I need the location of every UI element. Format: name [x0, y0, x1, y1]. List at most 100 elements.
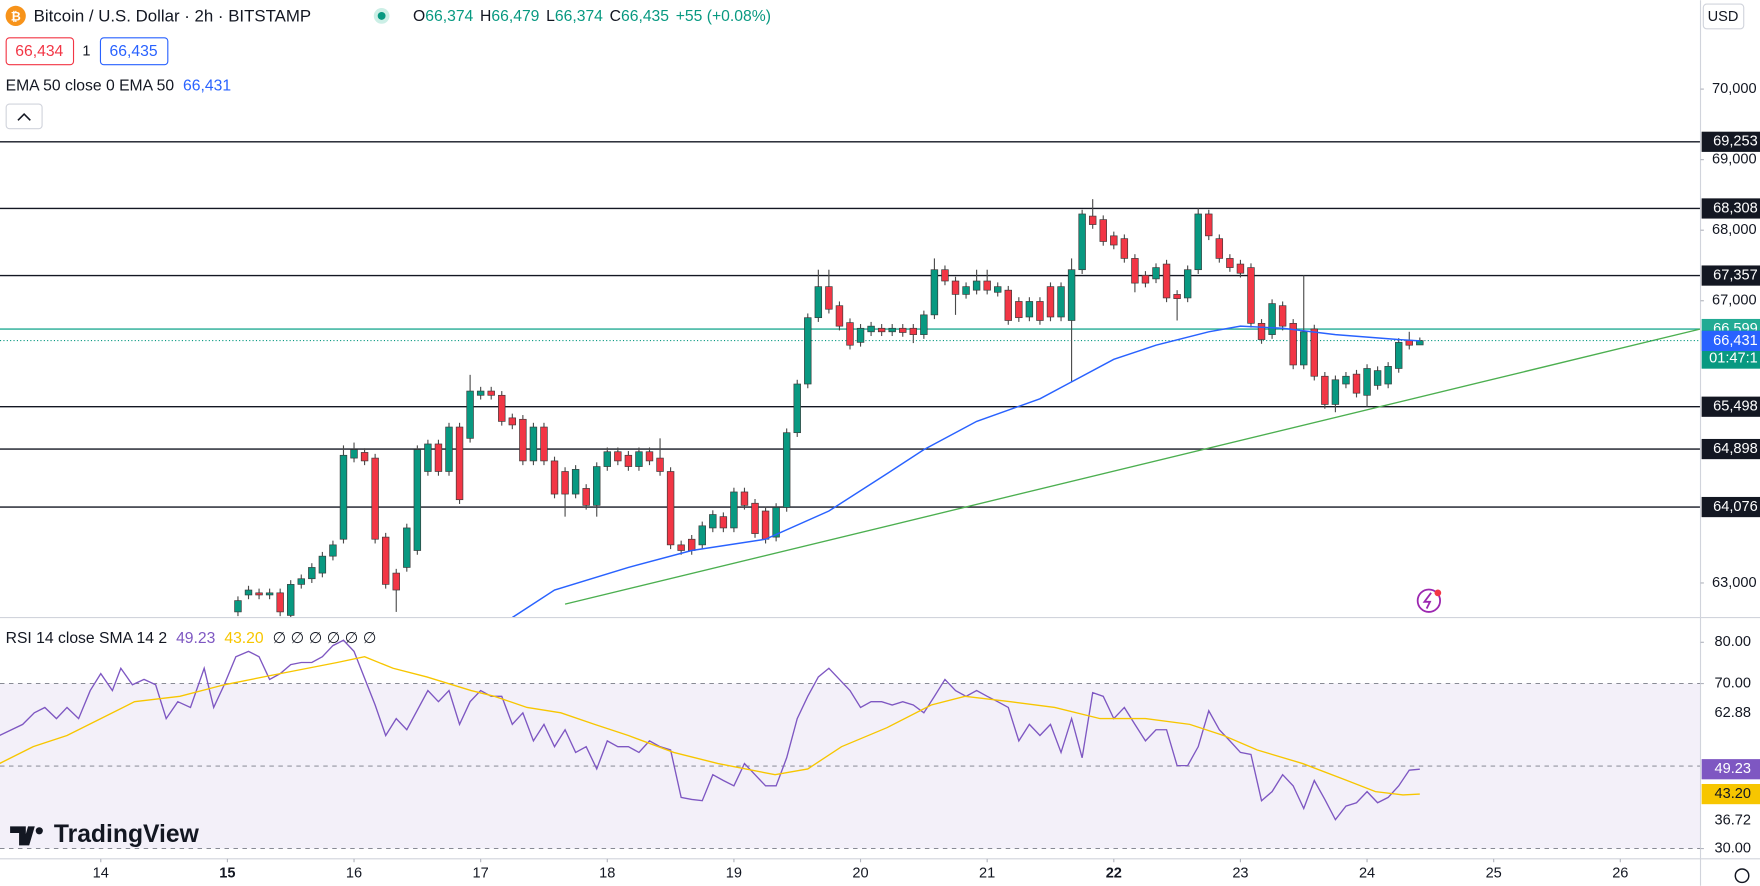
sell-button[interactable]: [5, 37, 75, 66]
news-bolt: [1422, 592, 1432, 609]
candle-body: [677, 544, 685, 551]
rsi-badge: [1701, 759, 1760, 780]
settings-icon[interactable]: [1734, 868, 1750, 884]
candle-body: [550, 460, 559, 495]
rsi-line: [0, 639, 1420, 821]
candle-body: [508, 417, 517, 426]
currency-button[interactable]: [1702, 3, 1745, 30]
candle-body: [234, 600, 242, 613]
candle-body: [318, 555, 327, 574]
level-badge-label: 67,357: [1713, 267, 1758, 283]
ema-badge: [1701, 330, 1760, 352]
candle-body: [624, 454, 633, 467]
symbol-title: Bitcoin / U.S. Dollar · 2h · BITSTAMP: [34, 6, 311, 25]
x-tick-label: 19: [726, 865, 742, 881]
ohlc-value: 66,435: [621, 8, 669, 25]
rsi-y-tick-label: 30.00: [1715, 840, 1751, 856]
rsi-y-tick-label: 80.00: [1715, 634, 1751, 650]
candle-body: [867, 325, 875, 333]
collapse-button[interactable]: [5, 103, 43, 130]
price-pane: [0, 141, 1701, 618]
candle-body: [666, 471, 675, 546]
candle-body: [1088, 215, 1097, 225]
ema-legend: EMA 50 close 0 EMA 50 66,431: [6, 78, 231, 95]
y-tick-label: 70,000: [1712, 81, 1757, 97]
candle-body: [1025, 301, 1034, 318]
candle-body: [1078, 213, 1086, 271]
ohlc-change: +55 (+0.08%): [676, 8, 771, 25]
news-badge: [1434, 589, 1442, 597]
y-tick-label: 63,000: [1712, 575, 1757, 591]
level-badge-label: 64,076: [1713, 499, 1758, 515]
rsi-pane: [0, 639, 1701, 850]
candle-body: [540, 426, 548, 462]
candle-body: [1236, 263, 1245, 274]
candle-body: [1120, 238, 1129, 259]
news-icon[interactable]: [1416, 588, 1441, 613]
level-badge: [1701, 438, 1760, 460]
candle-body: [593, 466, 601, 506]
candle-body: [529, 426, 538, 462]
candle-body: [1289, 322, 1297, 366]
candle-body: [1004, 289, 1012, 321]
candle-body: [772, 507, 780, 538]
bid-price: 66,434: [15, 43, 63, 60]
x-tick-label: 24: [1359, 865, 1375, 881]
x-tick-label: 26: [1612, 865, 1628, 881]
candle-body: [951, 280, 960, 295]
rsi-y-tick-label: 70.00: [1715, 675, 1751, 691]
rsi-badge-label: 43.20: [1715, 786, 1751, 802]
spread: 1: [82, 44, 90, 60]
x-tick-label: 20: [852, 865, 868, 881]
candle-body: [1257, 322, 1266, 340]
candle-body: [920, 314, 928, 335]
candle-body: [1331, 379, 1340, 405]
candle-body: [1057, 286, 1065, 318]
candle-body: [909, 327, 918, 335]
candle-body: [730, 491, 738, 529]
candle-body: [1215, 238, 1224, 259]
candle-body: [1099, 219, 1107, 242]
candle-body: [709, 514, 717, 529]
ask-price: 66,435: [110, 43, 158, 60]
candle-body: [635, 451, 643, 467]
trendline: [564, 328, 1701, 605]
candle-body: [645, 451, 654, 462]
candle-body: [814, 286, 823, 319]
candle-body: [1226, 258, 1234, 268]
candle-body: [498, 394, 506, 422]
rsi-badge: [1701, 783, 1760, 805]
y-tick-label: 67,000: [1712, 293, 1757, 309]
candle-body: [994, 286, 1002, 293]
candle-body: [434, 443, 443, 472]
y-tick-label: 68,000: [1712, 222, 1757, 238]
rsi-legend-value: 49.23: [176, 630, 216, 647]
candle-body: [297, 578, 305, 585]
candle-body: [941, 269, 949, 282]
ohlc-key: H: [480, 8, 491, 25]
candle-body: [930, 269, 939, 316]
candle-body: [688, 538, 696, 551]
candle-body: [1395, 342, 1403, 369]
ohlc-value: 66,479: [491, 8, 539, 25]
candle-body: [571, 469, 580, 495]
candle-body: [856, 327, 865, 343]
buy-button[interactable]: [99, 37, 169, 66]
ohlc-legend: O66,374 H66,479 L66,374 C66,435 +55 (+0.08%): [413, 8, 771, 25]
level-badge: [1701, 265, 1760, 286]
candle-body: [1046, 286, 1055, 318]
candle-body: [244, 589, 253, 596]
candle-body: [519, 418, 527, 462]
level-badge-label: 68,308: [1713, 200, 1758, 216]
candle-body: [825, 286, 833, 310]
overlay: ₿ Bitcoin / U.S. Dollar · 2h · BITSTAMP …: [5, 3, 1750, 884]
rsi-legend-title: RSI 14 close SMA 14 2: [6, 630, 167, 647]
candle-body: [899, 327, 907, 333]
candle-body: [972, 280, 981, 291]
candle-body: [1310, 328, 1318, 377]
currency: USD: [1708, 9, 1739, 25]
candle-body: [877, 327, 886, 333]
ema-line: [511, 325, 1420, 618]
logo-text: TradingView: [54, 821, 200, 848]
